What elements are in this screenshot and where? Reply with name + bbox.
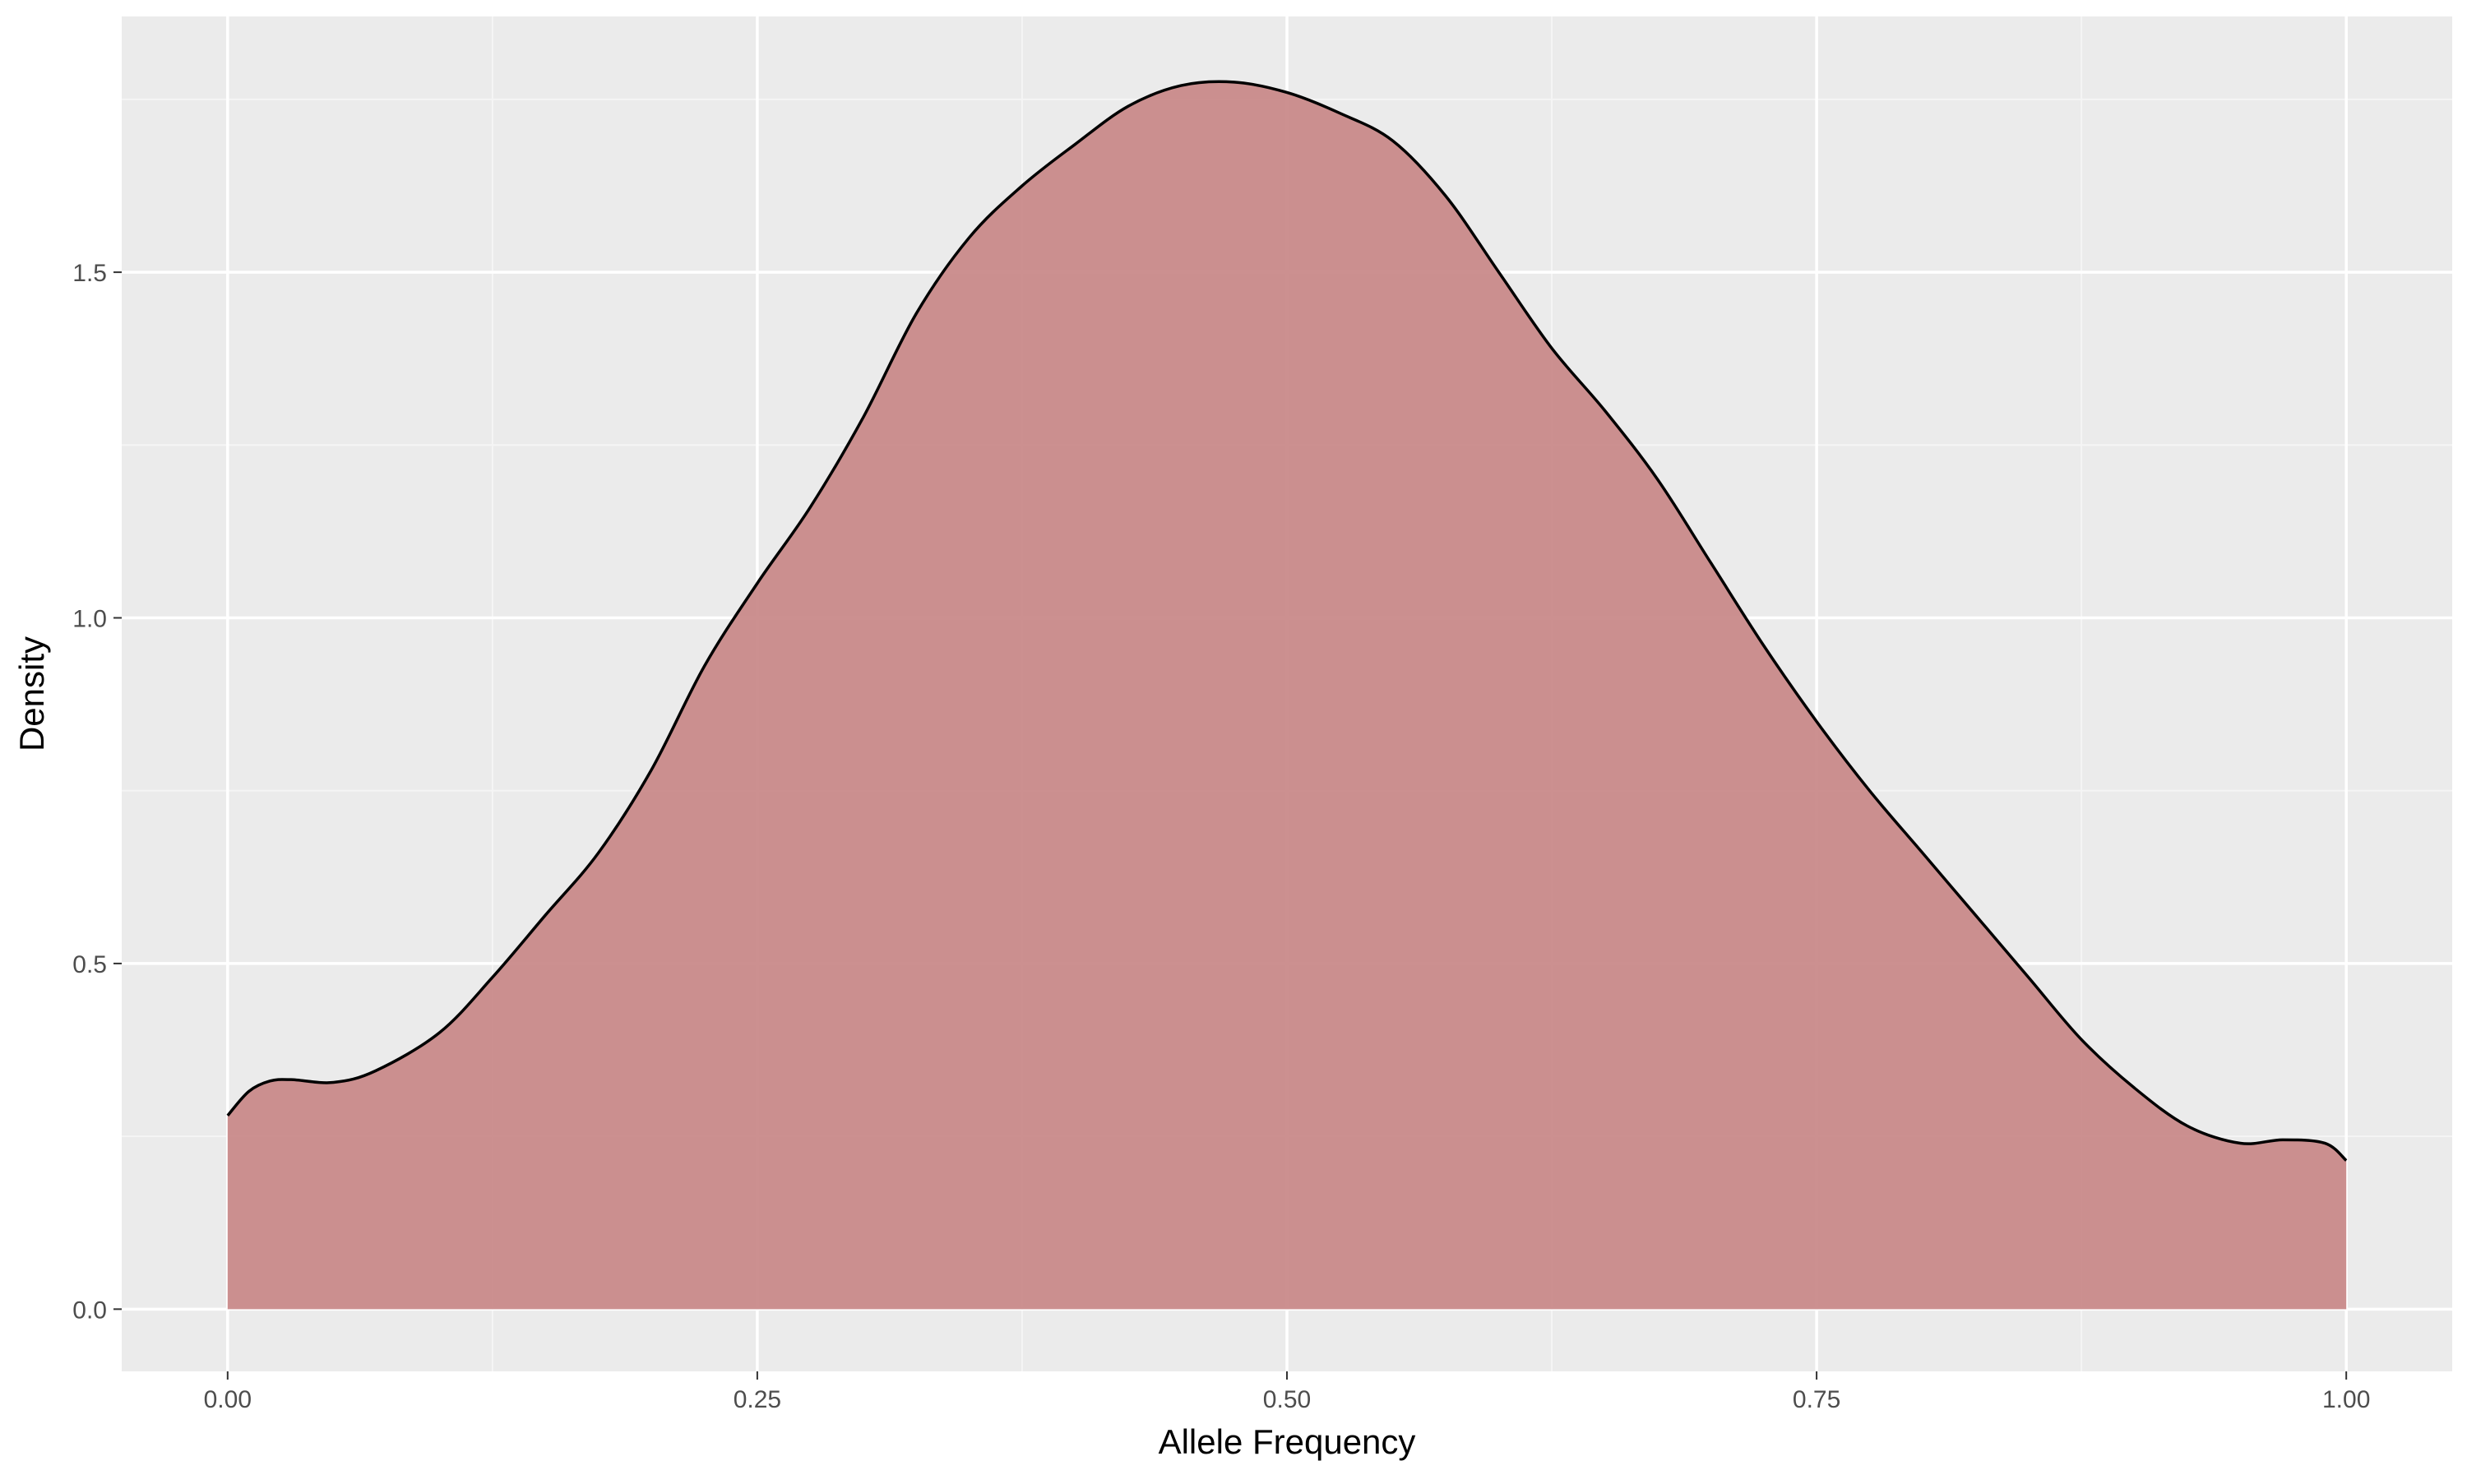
y-axis-title: Density <box>12 636 51 751</box>
density-line <box>226 80 2348 1162</box>
y-tick-label: 1.5 <box>72 260 107 287</box>
x-axis: 0.00 0.25 0.50 0.75 1.00 <box>204 1371 2370 1413</box>
x-tick-label: 0.25 <box>734 1386 781 1413</box>
y-axis: 0.0 0.5 1.0 1.5 <box>72 260 122 1324</box>
y-tick-label: 0.0 <box>72 1297 107 1324</box>
x-tick-label: 1.00 <box>2322 1386 2370 1413</box>
x-axis-title: Allele Frequency <box>1159 1422 1416 1461</box>
x-tick-label: 0.00 <box>204 1386 252 1413</box>
x-tick-label: 0.75 <box>1793 1386 1840 1413</box>
y-tick-label: 0.5 <box>72 951 107 978</box>
y-tick-label: 1.0 <box>72 606 107 633</box>
density-area <box>227 81 2347 1310</box>
x-tick-label: 0.50 <box>1263 1386 1311 1413</box>
